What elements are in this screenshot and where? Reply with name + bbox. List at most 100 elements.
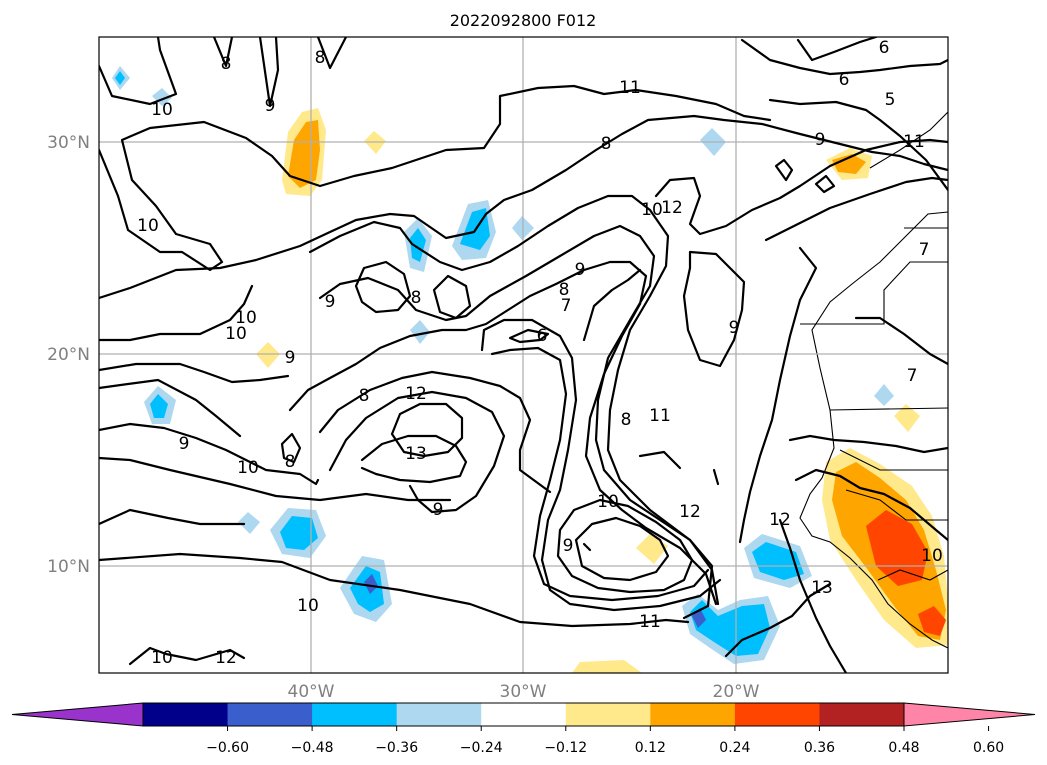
contour-line <box>712 468 720 486</box>
colorbar-swatch <box>396 703 482 726</box>
contour-label: 10 <box>237 458 259 478</box>
colorbar-swatch <box>312 703 398 726</box>
lon-tick-label: 30°W <box>500 682 547 702</box>
contour-line <box>480 318 722 612</box>
contour-label: 8 <box>559 280 570 300</box>
contour-label: 12 <box>215 648 237 668</box>
colorbar-tick-label: −0.60 <box>206 740 249 756</box>
contour-line <box>318 224 720 606</box>
contour-line <box>99 37 178 106</box>
colorbar-tick-label: −0.24 <box>460 740 503 756</box>
lon-tick-label: 20°W <box>713 682 760 702</box>
contour-label: 9 <box>575 260 586 280</box>
contour-label: 6 <box>537 326 548 346</box>
contour-line <box>794 468 948 542</box>
contour-line <box>99 362 290 384</box>
contour-label: 7 <box>907 366 918 386</box>
colorbar-tick-label: −0.36 <box>375 740 418 756</box>
lat-tick-label: 10°N <box>47 557 90 577</box>
colorbar-tick-label: 0.60 <box>973 740 1004 756</box>
contour-label: 13 <box>811 578 833 598</box>
contour-label: 10 <box>921 546 943 566</box>
african-coastline <box>799 211 948 649</box>
negative-anomaly-patch <box>238 512 260 534</box>
contour-line <box>796 37 878 62</box>
contour-label: 6 <box>879 38 890 58</box>
contour-line <box>258 37 280 108</box>
colorbar: −0.60 −0.48 −0.36 −0.24 −0.12 0.12 0.24 0.36 0.4… <box>11 702 1036 756</box>
contour-label: 9 <box>325 292 336 312</box>
colorbar-swatch <box>734 703 820 726</box>
contour-label: 10 <box>137 216 159 236</box>
contour-label: 9 <box>815 130 826 150</box>
contour-label: 12 <box>679 502 701 522</box>
contour-line <box>99 456 452 502</box>
contour-line <box>128 646 246 666</box>
contour-line <box>308 194 714 620</box>
colorbar-swatch <box>650 703 736 726</box>
colorbar-ticks: −0.60 −0.48 −0.36 −0.24 −0.12 0.12 0.24 0.36 0.4… <box>206 726 1004 756</box>
contour-label: 12 <box>769 510 791 530</box>
contour-label: 9 <box>563 536 574 556</box>
latitude-tick-labels: 30°N 20°N 10°N <box>47 133 90 577</box>
contour-lines <box>99 37 948 673</box>
contour-label: 10 <box>151 648 173 668</box>
negative-anomaly-patch <box>280 516 318 550</box>
contour-line <box>638 450 682 470</box>
contour-line <box>582 268 642 342</box>
negative-anomaly-patch <box>364 574 378 594</box>
contour-line <box>99 422 320 486</box>
colorbar-swatches <box>11 702 1036 727</box>
lat-tick-label: 20°N <box>47 345 90 365</box>
negative-anomaly-patch <box>410 228 426 262</box>
contour-line <box>724 582 832 658</box>
negative-anomaly-patch <box>690 600 770 656</box>
contour-line <box>99 508 246 526</box>
country-border <box>845 489 948 521</box>
positive-anomaly-patch <box>256 342 280 368</box>
contour-line <box>280 432 302 464</box>
contour-label: 10 <box>235 308 257 328</box>
contour-label: 10 <box>297 596 319 616</box>
positive-anomaly-patch <box>918 606 946 636</box>
contour-line <box>738 246 818 544</box>
contour-line <box>654 138 948 236</box>
colorbar-swatch <box>143 703 229 726</box>
contour-line <box>768 98 948 192</box>
negative-anomaly-patch <box>350 566 384 612</box>
contour-label: 9 <box>729 318 740 338</box>
contour-label: 10 <box>641 200 663 220</box>
colorbar-swatch <box>819 703 905 726</box>
contour-label: 8 <box>601 134 612 154</box>
negative-anomaly-patch <box>874 384 894 406</box>
contour-label: 11 <box>903 132 925 152</box>
negative-anomaly-patch <box>410 320 430 344</box>
positive-anomaly-patch <box>894 404 920 432</box>
colorbar-swatch <box>481 703 567 726</box>
negative-anomaly-patch <box>152 88 172 106</box>
lon-tick-label: 40°W <box>288 682 335 702</box>
shaded-anomaly-layer <box>112 66 948 673</box>
colorbar-tick-label: 0.48 <box>888 740 919 756</box>
contour-line <box>99 378 242 438</box>
contour-line <box>582 542 592 552</box>
negative-anomaly-patch <box>115 71 125 85</box>
contour-line <box>212 37 234 68</box>
contour-line <box>556 498 694 594</box>
contour-label: 12 <box>661 198 683 218</box>
contour-label: 13 <box>405 444 427 464</box>
contour-label: 10 <box>151 100 173 120</box>
contour-line <box>99 552 690 628</box>
contour-line <box>764 176 948 242</box>
contour-label: 7 <box>919 240 930 260</box>
positive-anomaly-patch <box>832 154 866 174</box>
contour-label: 12 <box>405 384 427 404</box>
contour-label: 9 <box>179 434 190 454</box>
contour-line <box>99 284 254 342</box>
colorbar-frame <box>142 702 905 727</box>
contour-line <box>318 370 552 494</box>
contour-line <box>390 402 464 458</box>
colorbar-swatch <box>227 703 313 726</box>
longitude-tick-labels: 40°W 30°W 20°W <box>288 682 760 702</box>
contour-line <box>814 174 836 194</box>
